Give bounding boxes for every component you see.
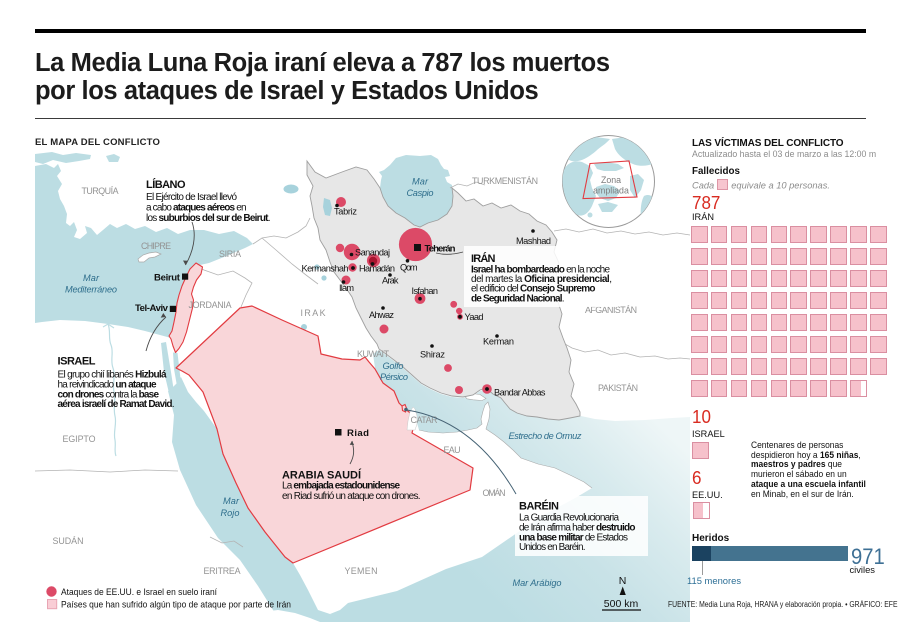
svg-text:TURQUÍA: TURQUÍA (82, 186, 119, 196)
svg-text:Kermanshah: Kermanshah (302, 264, 349, 274)
svg-text:Ataques de EE.UU. e Israel en: Ataques de EE.UU. e Israel en suelo iran… (61, 587, 217, 598)
svg-text:Mar: Mar (412, 177, 429, 187)
svg-text:Tel-Aviv: Tel-Aviv (135, 303, 169, 314)
svg-text:La Guardia Revolucionaria: La Guardia Revolucionaria (519, 513, 619, 524)
svg-text:Riad: Riad (347, 428, 369, 439)
svg-text:SIRIA: SIRIA (219, 249, 241, 259)
svg-text:Zona: Zona (601, 175, 621, 185)
svg-text:los suburbios del sur de Beiru: los suburbios del sur de Beirut. (146, 213, 271, 224)
svg-text:Mar: Mar (83, 273, 100, 283)
svg-text:Bandar Abbas: Bandar Abbas (494, 388, 546, 398)
svg-text:Países que han sufrido algún t: Países que han sufrido algún tipo de ata… (61, 600, 291, 611)
svg-text:Rojo: Rojo (221, 508, 240, 518)
svg-text:con drones contra la base: con drones contra la base (58, 389, 160, 400)
svg-text:EAU: EAU (444, 445, 461, 455)
svg-text:Ahwaz: Ahwaz (369, 310, 394, 320)
svg-text:Yaad: Yaad (465, 312, 484, 322)
svg-text:Beirut: Beirut (154, 273, 181, 284)
svg-text:Tabriz: Tabriz (334, 207, 357, 217)
svg-text:La embajada estadounidense: La embajada estadounidense (282, 481, 400, 492)
svg-text:N: N (619, 575, 627, 587)
svg-text:IRÁN: IRÁN (471, 252, 496, 265)
svg-text:LÍBANO: LÍBANO (146, 178, 186, 191)
svg-text:Kerman: Kerman (483, 337, 514, 347)
svg-text:El Ejército de Israel llevó: El Ejército de Israel llevó (146, 192, 237, 203)
svg-text:JORDANIA: JORDANIA (189, 300, 232, 310)
svg-text:Caspio: Caspio (407, 188, 434, 198)
svg-text:500 km: 500 km (604, 598, 639, 610)
svg-text:Unidos en Baréin.: Unidos en Baréin. (519, 542, 586, 553)
svg-text:ISRAEL: ISRAEL (58, 356, 96, 368)
svg-text:a cabo ataques aéreos en: a cabo ataques aéreos en (146, 203, 247, 214)
svg-text:Israel ha bombardeado en la no: Israel ha bombardeado en la noche (471, 264, 610, 275)
svg-text:CATAR: CATAR (411, 415, 438, 425)
svg-text:Hamadán: Hamadán (359, 264, 395, 274)
svg-text:Qom: Qom (400, 263, 418, 273)
svg-text:Shiraz: Shiraz (420, 350, 445, 360)
svg-text:El grupo chií libanés Hizbulá: El grupo chií libanés Hizbulá (58, 369, 167, 380)
svg-text:KUWAIT: KUWAIT (357, 349, 390, 359)
svg-text:Golfo: Golfo (383, 361, 404, 371)
svg-text:BARÉIN: BARÉIN (519, 500, 559, 513)
svg-text:Mashhad: Mashhad (516, 236, 551, 246)
svg-text:Estrecho de Ormuz: Estrecho de Ormuz (509, 431, 582, 441)
svg-text:EGIPTO: EGIPTO (63, 434, 96, 444)
svg-text:Teherán: Teherán (425, 244, 456, 255)
svg-text:CHIPRE: CHIPRE (141, 241, 171, 251)
svg-text:de Irán afirma haber destruido: de Irán afirma haber destruido (519, 523, 636, 534)
svg-text:ERITREA: ERITREA (204, 566, 241, 576)
svg-text:aérea israelí de Ramat David.: aérea israelí de Ramat David. (58, 399, 175, 410)
svg-text:Mar: Mar (223, 496, 240, 506)
svg-text:Ilam: Ilam (339, 283, 354, 293)
svg-text:del martes la Oficina presiden: del martes la Oficina presidencial, (471, 274, 612, 285)
svg-text:Mediterráneo: Mediterráneo (65, 285, 117, 295)
svg-text:una base militar de Estados: una base militar de Estados (519, 532, 628, 543)
svg-text:SUDÁN: SUDÁN (53, 536, 84, 546)
svg-text:Pérsico: Pérsico (380, 372, 408, 382)
svg-text:Isfahan: Isfahan (412, 286, 439, 296)
svg-text:PAKISTÁN: PAKISTÁN (598, 383, 638, 393)
svg-text:en Riad sufrió un ataque con d: en Riad sufrió un ataque con drones. (282, 491, 421, 502)
svg-text:ampliada: ampliada (593, 186, 629, 196)
svg-text:OMÁN: OMÁN (483, 488, 506, 498)
svg-text:IRAK: IRAK (301, 308, 326, 318)
svg-text:AFGANISTÁN: AFGANISTÁN (585, 305, 637, 315)
svg-text:ha reivindicado un ataque: ha reivindicado un ataque (58, 380, 157, 391)
svg-text:de Seguridad Nacional.: de Seguridad Nacional. (471, 294, 565, 305)
svg-text:Arak: Arak (382, 276, 399, 286)
svg-text:el edificio del Consejo Suprem: el edificio del Consejo Supremo (471, 283, 596, 294)
svg-text:Mar Arábigo: Mar Arábigo (513, 578, 562, 588)
svg-text:YEMEN: YEMEN (345, 566, 378, 576)
svg-text:TURKMENISTÁN: TURKMENISTÁN (472, 176, 538, 186)
svg-text:Sanandaj: Sanandaj (355, 248, 390, 258)
svg-text:ARABIA SAUDÍ: ARABIA SAUDÍ (282, 469, 362, 482)
